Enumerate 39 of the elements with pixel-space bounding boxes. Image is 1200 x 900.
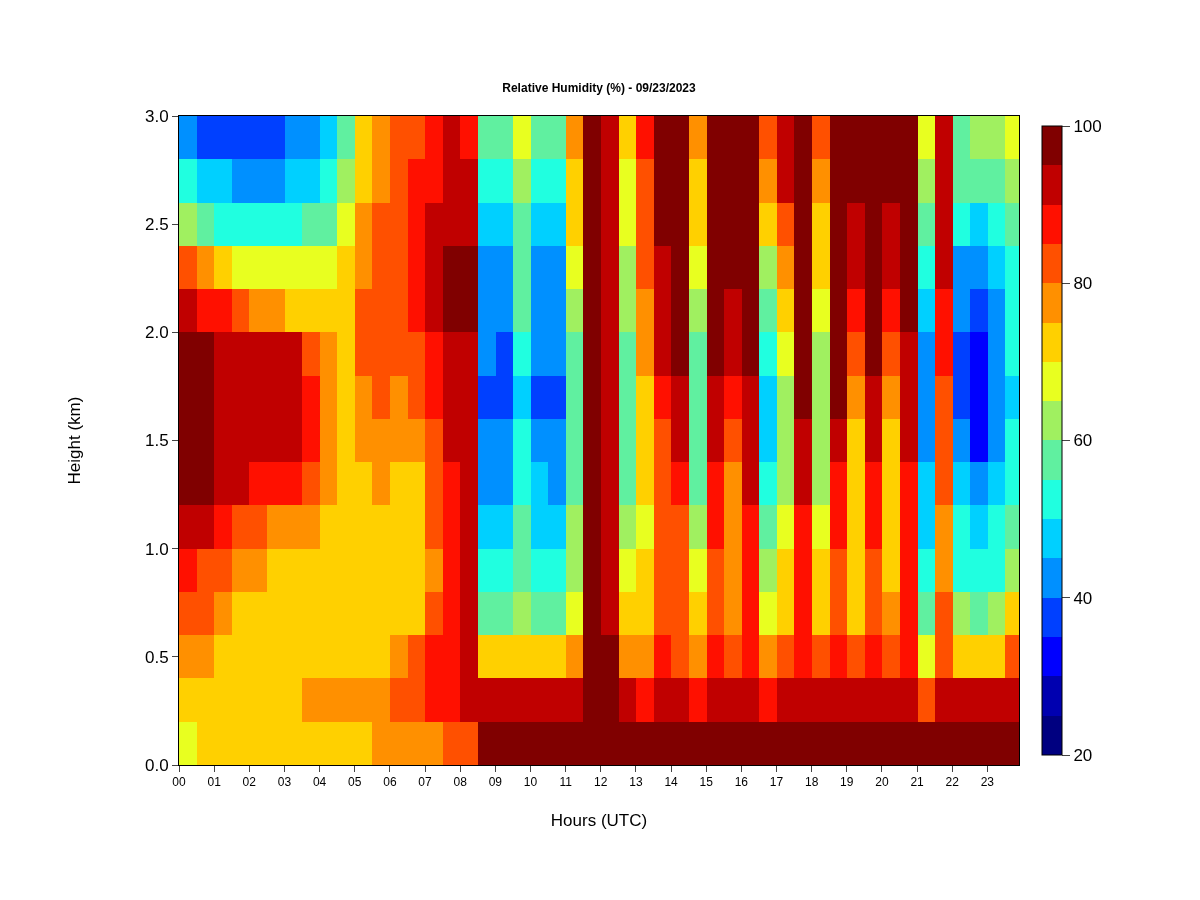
x-tick-label: 22 — [945, 775, 960, 790]
x-tick-label: 12 — [594, 775, 608, 790]
x-axis-title: Hours (UTC) — [550, 810, 648, 830]
x-tick-label: 17 — [769, 775, 784, 790]
chart-title: Relative Humidity (%) - 09/23/2023 — [502, 81, 697, 96]
color-bar-label: 100 — [1073, 116, 1102, 136]
x-tick-label: 09 — [488, 775, 503, 790]
y-tick-label: 1.5 — [144, 431, 169, 451]
x-tick-label: 21 — [910, 775, 925, 790]
y-axis-title: Height (km) — [64, 396, 84, 485]
color-bar-label: 40 — [1073, 588, 1093, 608]
x-tick-label: 16 — [734, 775, 749, 790]
color-bar-label: 80 — [1073, 274, 1093, 294]
x-tick-label: 05 — [348, 775, 362, 790]
x-tick-label: 19 — [840, 775, 854, 790]
x-tick-label: 07 — [418, 775, 433, 790]
x-tick-label: 18 — [804, 775, 819, 790]
x-tick-label: 08 — [453, 775, 468, 790]
x-tick-label: 20 — [875, 775, 889, 790]
x-tick-label: 04 — [312, 775, 327, 790]
color-bar-label: 60 — [1073, 431, 1093, 451]
y-tick-label: 2.0 — [144, 323, 169, 343]
x-tick-label: 00 — [172, 775, 186, 790]
x-tick-label: 10 — [523, 775, 538, 790]
y-tick-label: 2.5 — [144, 215, 169, 235]
color-bar-label: 20 — [1073, 745, 1093, 765]
x-tick-label: 06 — [383, 775, 397, 790]
y-tick-label: 3.0 — [144, 106, 169, 126]
x-tick-label: 14 — [664, 775, 679, 790]
x-tick-label: 03 — [277, 775, 292, 790]
y-tick-label: 0.0 — [144, 755, 169, 775]
x-tick-label: 23 — [980, 775, 995, 790]
x-tick-label: 11 — [559, 775, 573, 790]
x-tick-label: 02 — [242, 775, 257, 790]
x-tick-label: 15 — [699, 775, 714, 790]
y-tick-label: 0.5 — [144, 647, 169, 667]
y-tick-label: 1.0 — [144, 539, 169, 559]
x-tick-label: 01 — [207, 775, 222, 790]
x-tick-label: 13 — [629, 775, 643, 790]
